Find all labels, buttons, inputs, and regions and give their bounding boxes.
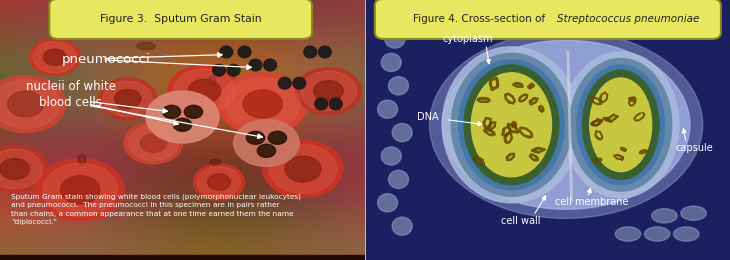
Ellipse shape: [249, 59, 262, 71]
Circle shape: [193, 164, 245, 200]
Ellipse shape: [385, 30, 405, 48]
Ellipse shape: [293, 77, 306, 89]
Circle shape: [115, 89, 141, 108]
Ellipse shape: [562, 52, 679, 198]
Circle shape: [43, 49, 66, 65]
Circle shape: [0, 158, 29, 179]
Circle shape: [219, 73, 307, 135]
Ellipse shape: [238, 46, 251, 58]
Text: cell membrane: cell membrane: [555, 197, 629, 207]
Ellipse shape: [645, 227, 670, 241]
Text: DNA: DNA: [417, 112, 438, 122]
Circle shape: [162, 105, 180, 118]
Circle shape: [146, 91, 219, 143]
Circle shape: [188, 79, 221, 103]
Text: cytoplasm: cytoplasm: [442, 34, 493, 44]
Ellipse shape: [472, 73, 551, 177]
Ellipse shape: [652, 209, 677, 223]
Text: nucleii of white
blood cells: nucleii of white blood cells: [26, 80, 115, 109]
Circle shape: [29, 39, 80, 75]
Circle shape: [184, 105, 203, 118]
Ellipse shape: [329, 98, 342, 110]
Ellipse shape: [227, 64, 240, 76]
Circle shape: [99, 78, 157, 120]
Ellipse shape: [442, 47, 580, 203]
Ellipse shape: [388, 170, 409, 188]
Ellipse shape: [392, 217, 412, 235]
Circle shape: [168, 65, 241, 117]
Ellipse shape: [220, 46, 233, 58]
Circle shape: [61, 176, 100, 204]
Circle shape: [43, 163, 118, 216]
Ellipse shape: [429, 31, 703, 218]
Circle shape: [246, 131, 264, 144]
Text: Streptococcus pneumoniae: Streptococcus pneumoniae: [557, 14, 699, 24]
Circle shape: [243, 90, 283, 118]
Ellipse shape: [274, 150, 285, 154]
Circle shape: [226, 77, 300, 131]
Circle shape: [234, 120, 299, 166]
Ellipse shape: [577, 65, 664, 185]
Ellipse shape: [318, 46, 331, 58]
Ellipse shape: [377, 100, 398, 118]
Text: Figure 4. Cross-section of: Figure 4. Cross-section of: [413, 14, 548, 24]
FancyBboxPatch shape: [50, 0, 312, 39]
Ellipse shape: [392, 124, 412, 142]
Circle shape: [263, 140, 343, 198]
Circle shape: [314, 81, 343, 101]
Ellipse shape: [137, 42, 155, 50]
FancyBboxPatch shape: [374, 0, 721, 39]
Circle shape: [269, 145, 337, 193]
Ellipse shape: [304, 46, 317, 58]
Ellipse shape: [569, 58, 672, 191]
Ellipse shape: [583, 70, 659, 179]
Ellipse shape: [681, 206, 707, 220]
Circle shape: [301, 71, 356, 111]
Ellipse shape: [458, 60, 564, 190]
Ellipse shape: [210, 159, 221, 165]
Text: Sputum Gram stain showing white blood cells (polymorphonuclear leukocytes)
and p: Sputum Gram stain showing white blood ce…: [11, 194, 301, 225]
Circle shape: [0, 80, 60, 128]
Ellipse shape: [381, 147, 402, 165]
Circle shape: [36, 159, 124, 221]
Circle shape: [0, 146, 47, 192]
Ellipse shape: [315, 98, 328, 110]
Circle shape: [128, 125, 178, 161]
Circle shape: [103, 81, 153, 116]
Ellipse shape: [442, 40, 690, 209]
Circle shape: [140, 134, 166, 152]
Ellipse shape: [278, 77, 291, 89]
Circle shape: [174, 118, 191, 131]
Ellipse shape: [78, 155, 86, 164]
Circle shape: [33, 42, 77, 73]
Ellipse shape: [464, 65, 558, 185]
Circle shape: [285, 156, 321, 182]
Circle shape: [296, 68, 361, 114]
Ellipse shape: [381, 53, 402, 72]
Text: cell wall: cell wall: [501, 216, 540, 226]
Text: Figure 3.  Sputum Gram Stain: Figure 3. Sputum Gram Stain: [100, 14, 261, 24]
Bar: [0, 255, 365, 260]
Circle shape: [0, 149, 42, 189]
Ellipse shape: [212, 64, 226, 76]
Ellipse shape: [615, 227, 641, 241]
Ellipse shape: [377, 194, 398, 212]
Ellipse shape: [451, 53, 572, 196]
Circle shape: [174, 69, 235, 113]
Circle shape: [257, 144, 276, 157]
Circle shape: [7, 91, 44, 117]
Circle shape: [207, 174, 231, 190]
Ellipse shape: [208, 76, 216, 86]
Circle shape: [0, 75, 66, 133]
Ellipse shape: [264, 59, 277, 71]
Ellipse shape: [674, 227, 699, 241]
Text: capsule: capsule: [675, 143, 713, 153]
Circle shape: [124, 122, 182, 164]
Circle shape: [269, 131, 286, 144]
Ellipse shape: [590, 78, 652, 172]
Ellipse shape: [118, 105, 132, 109]
Text: pneumococci: pneumococci: [62, 53, 151, 66]
Circle shape: [197, 166, 241, 198]
Ellipse shape: [388, 77, 409, 95]
